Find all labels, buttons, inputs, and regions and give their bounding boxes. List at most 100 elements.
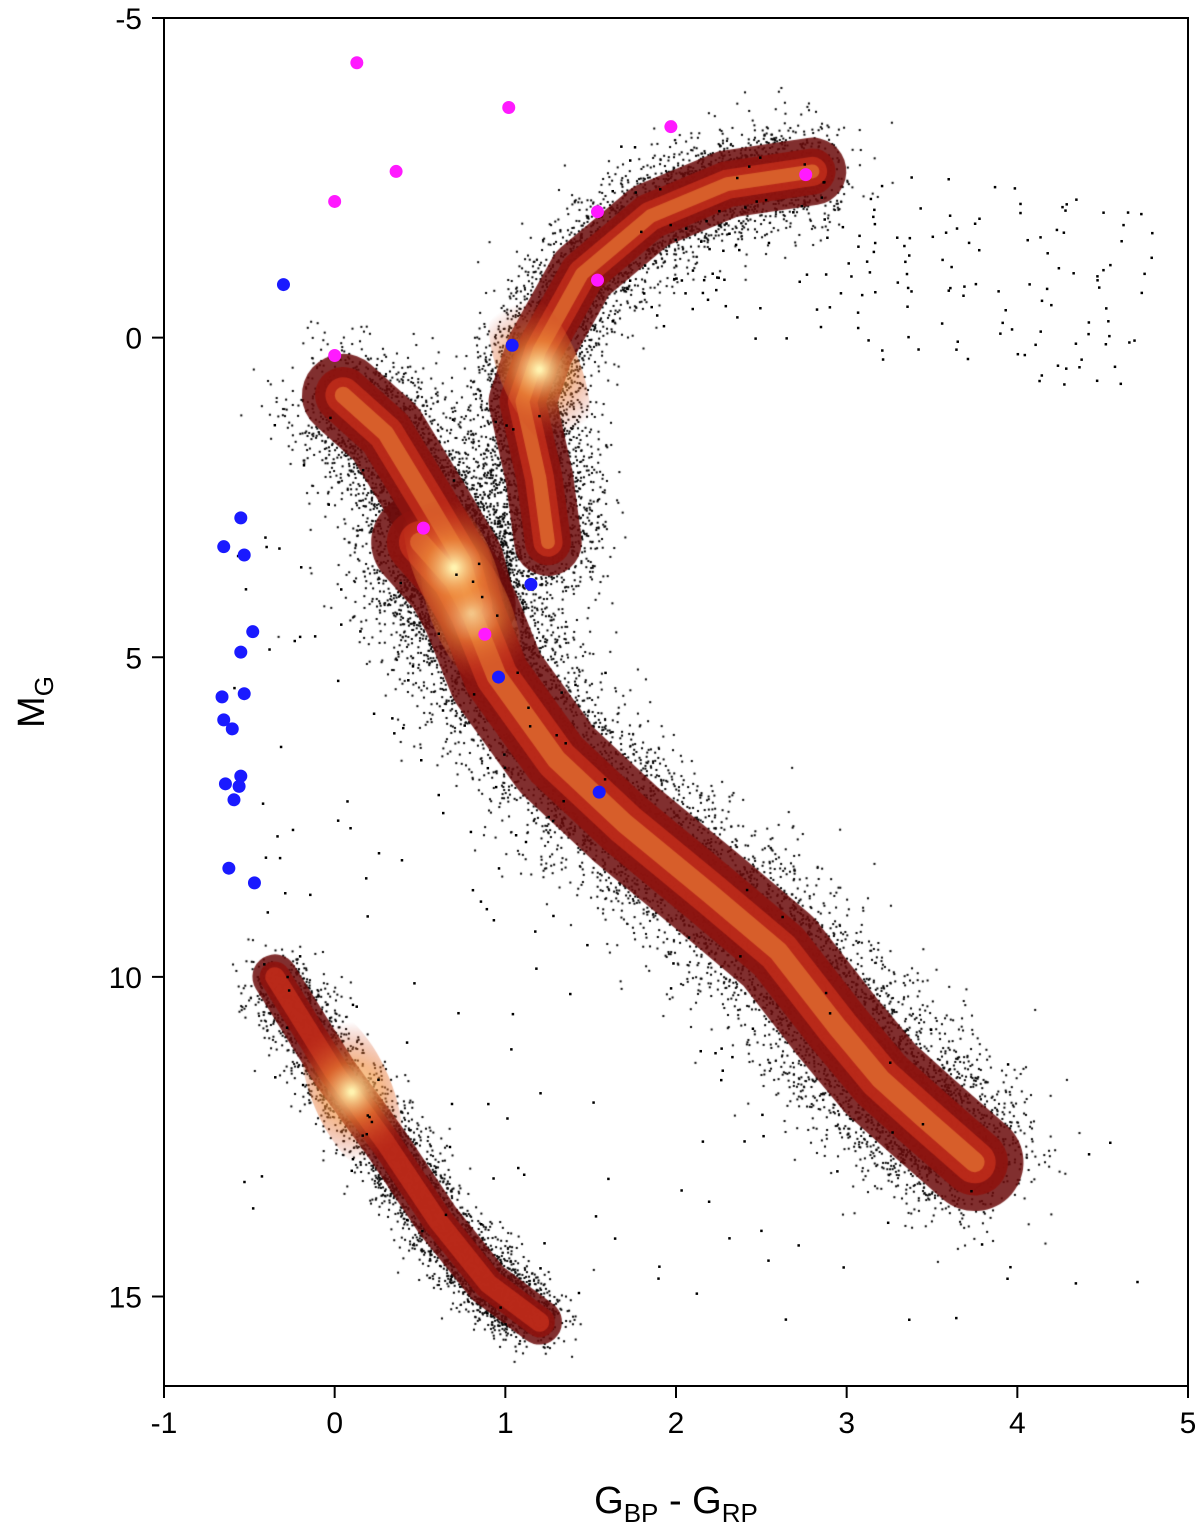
outlier-star [944, 231, 948, 234]
blue-star-point [234, 511, 248, 525]
outlier-star [611, 320, 615, 323]
magenta-star-point [799, 168, 813, 182]
outlier-star [908, 254, 911, 257]
outlier-star [767, 1259, 770, 1262]
outlier-star [658, 187, 662, 191]
outlier-star [865, 260, 869, 263]
outlier-star [815, 308, 819, 311]
outlier-star [287, 989, 291, 992]
outlier-star [1028, 283, 1031, 286]
blue-star-point [237, 548, 251, 562]
outlier-star [479, 1223, 483, 1226]
outlier-star [731, 1055, 734, 1059]
outlier-star [751, 1027, 755, 1030]
outlier-star [405, 1218, 409, 1222]
outlier-star [313, 635, 317, 638]
outlier-star [1006, 1063, 1010, 1066]
outlier-star [1140, 212, 1143, 216]
outlier-star [286, 975, 289, 979]
outlier-star [691, 269, 695, 272]
outlier-star [298, 955, 302, 958]
outlier-star [708, 247, 711, 251]
outlier-star [377, 1078, 380, 1082]
x-tick-label: 1 [497, 1407, 514, 1440]
y-axis-ticks: -5 0 5 10 15 [109, 3, 164, 1315]
y-tick-label: 15 [109, 1282, 142, 1315]
outlier-star [457, 1011, 460, 1015]
outlier-star [973, 222, 977, 225]
outlier-star [701, 291, 705, 295]
density-canvas-wrapper [164, 18, 1188, 1386]
outlier-star [1107, 320, 1110, 323]
outlier-star [510, 1048, 513, 1051]
outlier-star [868, 271, 872, 274]
outlier-star [761, 1113, 764, 1117]
x-axis-title: GBP - GRP [594, 1480, 758, 1528]
outlier-star [503, 766, 507, 770]
outlier-star [497, 867, 501, 870]
outlier-star [699, 1049, 702, 1053]
outlier-star [910, 290, 913, 293]
outlier-star [824, 273, 828, 276]
outlier-star [574, 683, 577, 687]
outlier-star [999, 332, 1002, 335]
outlier-star [1151, 231, 1154, 235]
outlier-star [874, 290, 877, 294]
outlier-star [1065, 203, 1068, 206]
outlier-star [658, 1265, 661, 1268]
outlier-star [603, 778, 607, 781]
y-tick-label: 5 [125, 642, 142, 675]
outlier-star [1023, 353, 1027, 357]
blue-star-point [492, 670, 506, 684]
outlier-star [538, 414, 541, 418]
outlier-star [604, 671, 607, 675]
outlier-star [391, 717, 394, 720]
blue-star-point [247, 876, 261, 890]
outlier-star [569, 992, 572, 996]
outlier-star [421, 1229, 424, 1233]
blue-star-point [234, 645, 248, 659]
outlier-star [299, 566, 303, 569]
outlier-star [657, 1277, 660, 1280]
outlier-star [1038, 379, 1041, 383]
x-tick-label: 5 [1180, 1407, 1197, 1440]
outlier-star [643, 264, 647, 267]
outlier-star [1078, 366, 1081, 369]
outlier-star [1074, 342, 1078, 345]
outlier-star [450, 1102, 454, 1106]
outlier-star [564, 742, 567, 745]
outlier-star [797, 1244, 800, 1247]
outlier-star [888, 1061, 892, 1064]
outlier-star [329, 416, 332, 420]
outlier-star [675, 277, 678, 280]
outlier-star [767, 241, 771, 245]
outlier-star [1013, 187, 1017, 190]
outlier-star [949, 286, 952, 290]
outlier-star [872, 250, 876, 254]
outlier-star [350, 1169, 354, 1173]
outlier-star [276, 835, 279, 838]
outlier-star [301, 1083, 305, 1087]
outlier-star [555, 734, 558, 737]
outlier-star [1113, 365, 1117, 369]
outlier-star [872, 215, 875, 219]
magenta-star-point [389, 164, 403, 178]
outlier-star [805, 273, 809, 276]
outlier-star [1102, 211, 1105, 214]
outlier-star [592, 1101, 595, 1104]
outlier-star [1128, 341, 1131, 344]
outlier-star [650, 305, 653, 309]
outlier-star [908, 236, 912, 240]
outlier-star [1040, 299, 1044, 303]
y-axis-title: MG [11, 676, 59, 728]
outlier-star [798, 280, 801, 284]
outlier-star [880, 184, 884, 188]
outlier-star [718, 209, 721, 213]
outlier-star [905, 272, 909, 276]
magenta-star-point [478, 627, 492, 641]
magenta-star-point [590, 273, 604, 287]
outlier-star [366, 915, 369, 918]
highlighted-stars [215, 56, 813, 890]
outlier-star [940, 322, 944, 325]
outlier-star [1064, 209, 1067, 212]
